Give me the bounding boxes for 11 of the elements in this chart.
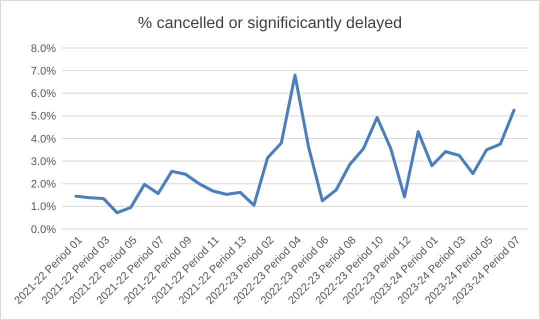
- y-tick-label: 4.0%: [30, 133, 56, 146]
- chart-title: % cancelled or significicantly delayed: [138, 15, 402, 32]
- y-tick-label: 5.0%: [30, 110, 56, 123]
- y-tick-label: 3.0%: [30, 156, 56, 168]
- line-series: [74, 74, 516, 214]
- y-tick-label: 7.0%: [30, 65, 56, 78]
- y-tick-label: 1.0%: [30, 201, 56, 214]
- y-tick-label: 0.0%: [30, 224, 56, 236]
- y-tick-label: 8.0%: [30, 42, 56, 55]
- y-tick-label: 6.0%: [30, 88, 56, 100]
- y-tick-label: 2.0%: [30, 178, 56, 191]
